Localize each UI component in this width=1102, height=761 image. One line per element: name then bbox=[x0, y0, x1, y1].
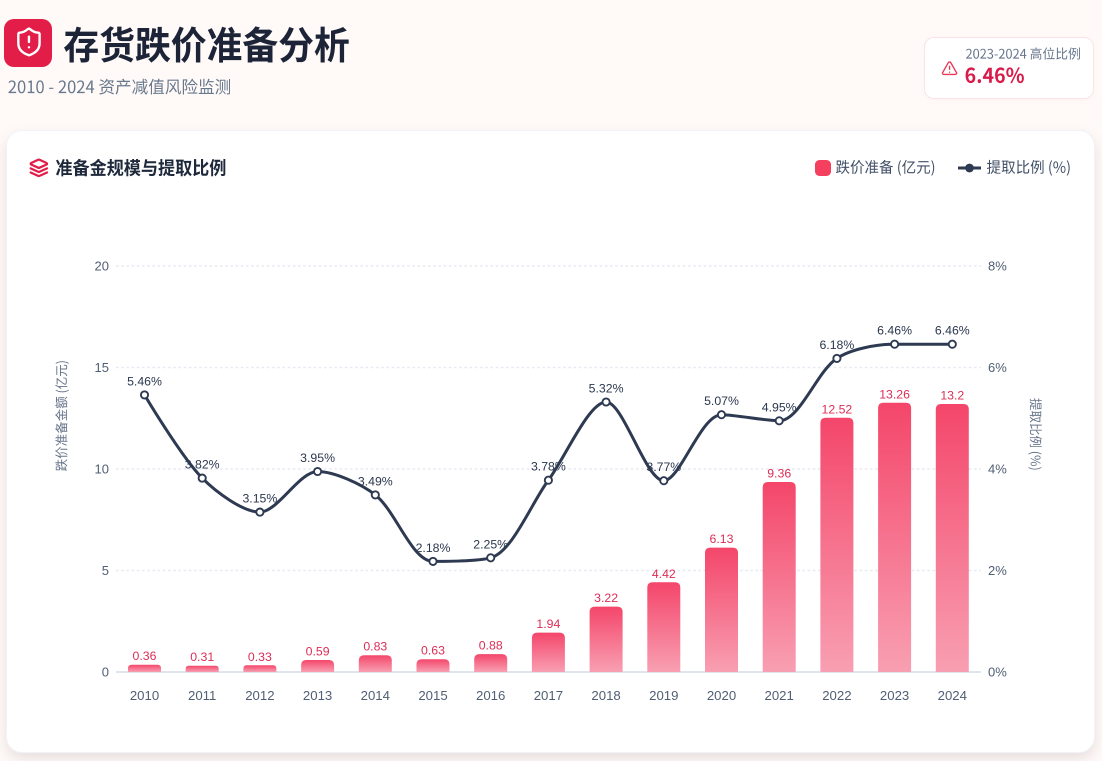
svg-text:3.22: 3.22 bbox=[594, 591, 618, 605]
svg-text:2%: 2% bbox=[988, 563, 1007, 578]
svg-text:9.36: 9.36 bbox=[767, 467, 791, 481]
svg-text:8%: 8% bbox=[988, 259, 1007, 274]
svg-text:12.52: 12.52 bbox=[822, 402, 853, 416]
svg-text:0.33: 0.33 bbox=[248, 650, 272, 664]
svg-text:0%: 0% bbox=[988, 665, 1007, 680]
svg-text:3.49%: 3.49% bbox=[358, 474, 393, 488]
svg-text:3.15%: 3.15% bbox=[242, 492, 277, 506]
svg-text:6.46%: 6.46% bbox=[877, 324, 912, 338]
svg-text:2020: 2020 bbox=[707, 688, 736, 703]
svg-text:0.59: 0.59 bbox=[306, 645, 330, 659]
svg-text:6.46%: 6.46% bbox=[935, 324, 970, 338]
svg-text:2021: 2021 bbox=[765, 688, 794, 703]
svg-text:0.83: 0.83 bbox=[363, 640, 387, 654]
svg-text:2017: 2017 bbox=[534, 688, 563, 703]
svg-text:5.07%: 5.07% bbox=[704, 394, 739, 408]
svg-text:13.2: 13.2 bbox=[940, 389, 964, 403]
svg-text:0.88: 0.88 bbox=[479, 639, 503, 653]
svg-text:3.95%: 3.95% bbox=[300, 451, 335, 465]
svg-text:5.46%: 5.46% bbox=[127, 374, 162, 388]
svg-text:2022: 2022 bbox=[822, 688, 851, 703]
svg-text:6.18%: 6.18% bbox=[819, 338, 854, 352]
svg-text:2023: 2023 bbox=[880, 688, 909, 703]
svg-text:6.13: 6.13 bbox=[710, 532, 734, 546]
svg-text:2014: 2014 bbox=[361, 688, 390, 703]
svg-text:3.78%: 3.78% bbox=[531, 460, 566, 474]
svg-text:2012: 2012 bbox=[245, 688, 274, 703]
svg-text:2016: 2016 bbox=[476, 688, 505, 703]
svg-text:13.26: 13.26 bbox=[879, 387, 910, 401]
svg-text:20: 20 bbox=[95, 259, 109, 274]
svg-text:2010: 2010 bbox=[130, 688, 159, 703]
svg-text:2024: 2024 bbox=[938, 688, 967, 703]
svg-text:2013: 2013 bbox=[303, 688, 332, 703]
svg-text:0.31: 0.31 bbox=[190, 650, 214, 664]
svg-text:4%: 4% bbox=[988, 462, 1007, 477]
svg-text:15: 15 bbox=[95, 360, 109, 375]
svg-text:6%: 6% bbox=[988, 360, 1007, 375]
svg-text:4.42: 4.42 bbox=[652, 567, 676, 581]
svg-text:0.36: 0.36 bbox=[133, 649, 157, 663]
svg-text:2011: 2011 bbox=[188, 688, 216, 703]
svg-text:4.95%: 4.95% bbox=[762, 400, 797, 414]
svg-text:2015: 2015 bbox=[418, 688, 447, 703]
svg-text:0.63: 0.63 bbox=[421, 644, 445, 658]
svg-text:10: 10 bbox=[95, 462, 109, 477]
svg-text:2019: 2019 bbox=[649, 688, 678, 703]
svg-text:2.25%: 2.25% bbox=[473, 537, 508, 551]
svg-text:2018: 2018 bbox=[591, 688, 620, 703]
svg-text:3.77%: 3.77% bbox=[646, 460, 681, 474]
svg-text:5: 5 bbox=[102, 563, 109, 578]
svg-text:2.18%: 2.18% bbox=[416, 541, 451, 555]
svg-text:0: 0 bbox=[102, 665, 109, 680]
svg-text:5.32%: 5.32% bbox=[589, 382, 624, 396]
svg-text:1.94: 1.94 bbox=[536, 617, 560, 631]
